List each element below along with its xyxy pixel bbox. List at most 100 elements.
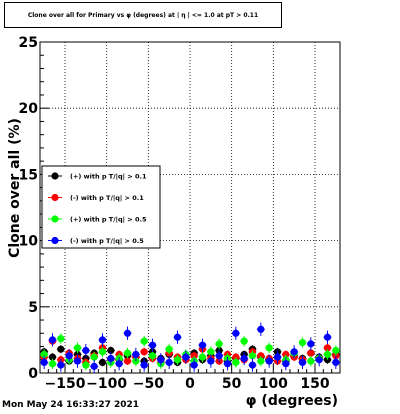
data-point (232, 329, 240, 337)
data-point (57, 345, 65, 353)
data-point (223, 360, 232, 368)
title-box: Clone over all for Primary vs φ (degrees… (4, 2, 282, 28)
legend-label: (+) with p T/|q| > 0.1 (70, 173, 147, 182)
data-point (98, 348, 107, 356)
data-point (265, 357, 273, 365)
series-4 (40, 322, 340, 373)
data-point (98, 358, 107, 367)
data-point (207, 357, 215, 365)
data-point (323, 344, 332, 352)
data-point (148, 341, 157, 349)
data-point (307, 340, 315, 348)
data-point (107, 354, 115, 363)
data-point (48, 360, 57, 368)
data-point (323, 350, 332, 359)
data-point (248, 352, 257, 360)
x-tick-label: 150 (300, 376, 329, 392)
data-point (165, 358, 173, 367)
data-point (140, 337, 148, 345)
data-point (65, 352, 73, 360)
legend-label: (-) with p T/|q| > 0.1 (70, 194, 144, 203)
data-point (115, 360, 123, 368)
data-point (57, 361, 65, 369)
y-tick-label: 25 (19, 35, 38, 51)
data-point (140, 361, 148, 369)
data-point (332, 346, 340, 355)
data-point (123, 329, 132, 337)
data-point (98, 336, 107, 344)
x-tick-label: −100 (86, 376, 127, 392)
legend-marker (51, 193, 59, 202)
data-point (265, 344, 273, 352)
data-point (257, 325, 265, 333)
y-tick-label: 20 (19, 101, 39, 117)
data-point (82, 346, 90, 355)
data-point (173, 356, 182, 364)
data-point (182, 353, 190, 361)
y-axis-title: Clone over all (%) (7, 118, 23, 258)
data-point (257, 357, 265, 365)
data-point (273, 353, 282, 361)
data-point (123, 357, 132, 365)
x-tick-label: 0 (185, 376, 195, 392)
data-point (140, 348, 148, 356)
data-point (315, 356, 323, 364)
data-point (57, 334, 65, 343)
data-point (282, 360, 290, 368)
data-markers (40, 322, 340, 373)
x-axis-title: φ (degrees) (246, 393, 338, 409)
data-point (215, 340, 223, 348)
data-point (307, 357, 315, 365)
data-point (148, 352, 157, 360)
chart-title: Clone over all for Primary vs φ (degrees… (27, 11, 259, 19)
y-tick-label: 5 (28, 300, 38, 316)
x-tick-label: −150 (45, 376, 86, 392)
data-point (198, 341, 207, 349)
legend-box (41, 165, 161, 249)
legend-marker (51, 172, 59, 180)
x-tick-label: 50 (222, 376, 242, 392)
x-tick-label: 100 (259, 376, 288, 392)
data-point (173, 333, 182, 341)
legend-marker (51, 236, 59, 245)
data-point (307, 349, 315, 357)
data-point (90, 362, 98, 370)
data-point (190, 361, 198, 369)
data-point (198, 353, 207, 361)
data-point (215, 352, 223, 360)
data-point (290, 348, 298, 356)
data-point (48, 336, 57, 344)
data-point (298, 358, 307, 367)
data-point (73, 357, 82, 365)
data-point (240, 354, 248, 363)
legend-marker (51, 215, 59, 223)
data-point (240, 337, 248, 345)
y-tick-label: 0 (28, 366, 38, 382)
legend-label: (+) with p T/|q| > 0.5 (70, 216, 147, 225)
data-point (90, 353, 98, 361)
data-point (298, 338, 307, 347)
axis-ticks (40, 41, 333, 374)
data-point (165, 345, 173, 353)
data-point (248, 361, 257, 369)
data-point (132, 350, 140, 359)
legend: (+) with p T/|q| > 0.1 (-) with p T/|q| >… (41, 165, 161, 249)
y-tick-label: 15 (19, 167, 38, 183)
data-point (157, 356, 165, 364)
legend-label: (-) with p T/|q| > 0.5 (70, 237, 144, 246)
data-point (48, 353, 57, 361)
data-point (40, 358, 48, 367)
tick-labels: −150 −100 −50 0 50 100 150 0 5 10 15 20 25 (19, 35, 330, 392)
x-tick-label: −50 (133, 376, 164, 392)
y-tick-label: 10 (19, 234, 39, 250)
data-point (82, 361, 90, 369)
data-point (332, 358, 340, 367)
data-point (40, 350, 48, 359)
data-point (207, 348, 215, 356)
data-point (107, 346, 115, 355)
data-point (323, 333, 332, 341)
data-point (123, 349, 132, 357)
data-point (73, 344, 82, 352)
data-point (232, 358, 240, 367)
